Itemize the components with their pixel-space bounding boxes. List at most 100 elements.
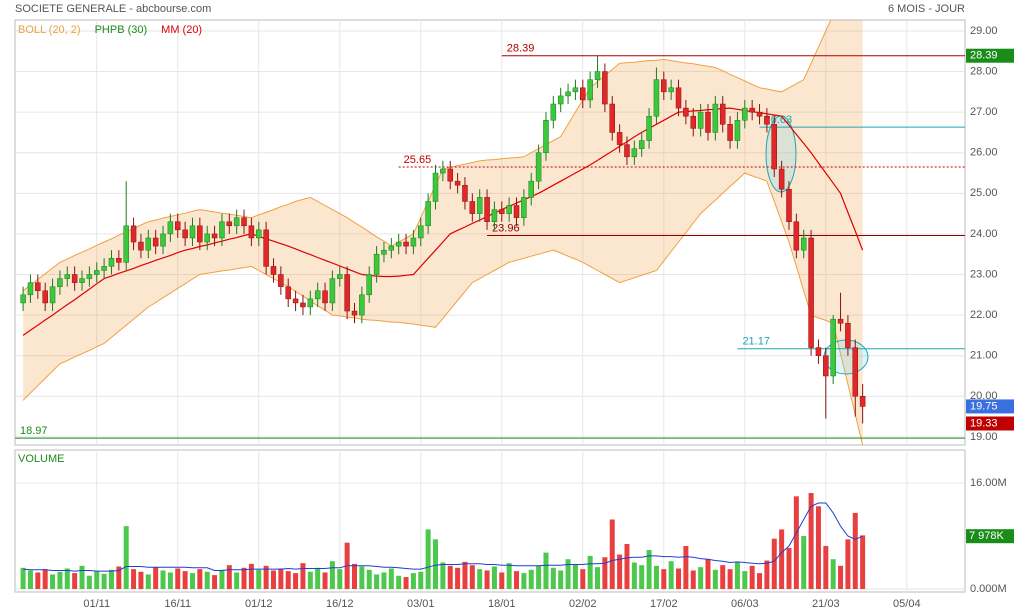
- volume-bar: [830, 559, 836, 589]
- legend-entry: MM (20): [161, 24, 202, 36]
- volume-bar: [189, 573, 195, 589]
- volume-bar: [815, 506, 821, 589]
- volume-bar: [852, 512, 858, 589]
- candle-body: [565, 91, 571, 97]
- candle-body: [742, 107, 748, 121]
- volume-bar: [131, 569, 137, 589]
- legend-entry: PHPB (30): [95, 24, 148, 36]
- volume-bar: [278, 568, 284, 589]
- candle-body: [646, 115, 652, 141]
- candle-body: [572, 87, 579, 93]
- y-tick-label: 21.00: [970, 350, 998, 362]
- candle-body: [491, 209, 498, 222]
- candle-body: [307, 298, 314, 308]
- y-tick-label: 24.00: [970, 228, 998, 240]
- candle-body: [116, 258, 122, 263]
- volume-bar: [676, 568, 682, 589]
- x-tick-label: 03/01: [407, 598, 435, 610]
- volume-bar: [329, 561, 335, 589]
- volume-bar: [646, 549, 652, 589]
- volume-bar: [307, 571, 313, 589]
- candle-body: [749, 107, 755, 113]
- level-label: 26.63: [765, 114, 793, 126]
- volume-bar: [712, 569, 718, 589]
- volume-bar: [580, 569, 586, 589]
- candle-body: [484, 197, 490, 222]
- candle-body: [373, 253, 380, 275]
- x-tick-label: 06/03: [731, 598, 759, 610]
- candle-body: [668, 87, 674, 93]
- candle-body: [366, 274, 372, 296]
- volume-bar: [197, 569, 203, 589]
- volume-bar: [631, 562, 637, 589]
- candle-body: [285, 286, 291, 300]
- candle-body: [292, 298, 299, 304]
- volume-bar: [793, 496, 799, 589]
- volume-bar: [351, 563, 357, 589]
- volume-bar: [690, 570, 696, 589]
- volume-ma: [23, 502, 863, 572]
- volume-bar: [499, 572, 505, 589]
- volume-bar: [801, 536, 807, 589]
- level-label: 18.97: [20, 425, 48, 437]
- candle-body: [71, 274, 78, 283]
- candle-body: [697, 111, 704, 129]
- volume-bar: [595, 567, 601, 589]
- volume-bar: [64, 568, 70, 589]
- x-tick-label: 02/02: [569, 598, 597, 610]
- volume-bar: [624, 543, 630, 589]
- candle-body: [57, 278, 63, 287]
- candle-body: [322, 290, 328, 304]
- volume-badge: [966, 529, 1014, 544]
- volume-bar: [749, 565, 755, 589]
- volume-bar: [270, 570, 276, 589]
- candle-body: [189, 225, 196, 239]
- volume-bar: [212, 575, 218, 589]
- volume-bar: [506, 563, 512, 589]
- band-lower: [22, 172, 864, 445]
- candle-body: [79, 278, 85, 283]
- volume-bar: [602, 557, 608, 589]
- candle-body: [609, 103, 615, 133]
- candle-body: [830, 318, 836, 377]
- x-tick-label: 21/03: [812, 598, 840, 610]
- candle-body: [815, 347, 822, 356]
- volume-badge-label: 7 978K: [969, 530, 1005, 542]
- candle-body: [93, 270, 100, 275]
- candle-body: [587, 79, 593, 101]
- y-tick-label: 16.00M: [970, 477, 1007, 489]
- y-tick-label: 26.00: [970, 147, 998, 159]
- candle-body: [800, 237, 807, 251]
- chart-title: SOCIETE GENERALE - abcbourse.com: [15, 3, 211, 15]
- legend-entry: BOLL (20, 2): [18, 24, 81, 36]
- volume-bar: [433, 539, 439, 589]
- volume-bar: [455, 567, 461, 589]
- volume-bar: [808, 493, 814, 589]
- volume-bar: [300, 563, 306, 589]
- price-panel: [14, 19, 966, 446]
- volume-bar: [720, 565, 726, 589]
- candle-body: [653, 79, 660, 117]
- volume-bar: [403, 577, 409, 589]
- candle-body: [690, 115, 697, 129]
- candle-body: [447, 168, 453, 182]
- candle-body: [440, 168, 446, 174]
- level-label: 25.65: [404, 154, 432, 166]
- level-label: 28.39: [507, 43, 535, 55]
- volume-bar: [145, 574, 151, 589]
- candle-body: [64, 274, 71, 279]
- candle-body: [631, 148, 638, 158]
- candle-body: [661, 79, 667, 93]
- volume-bar: [123, 526, 129, 589]
- volume-bar: [565, 559, 571, 589]
- candle-body: [675, 87, 682, 109]
- volume-bar: [786, 547, 792, 589]
- volume-bar: [845, 539, 851, 589]
- volume-bar: [241, 567, 247, 589]
- candle-body: [27, 282, 34, 296]
- candle-body: [712, 103, 719, 133]
- candle-body: [182, 229, 188, 239]
- candle-body: [602, 71, 608, 105]
- candle-body: [248, 225, 255, 239]
- volume-bar: [153, 567, 159, 589]
